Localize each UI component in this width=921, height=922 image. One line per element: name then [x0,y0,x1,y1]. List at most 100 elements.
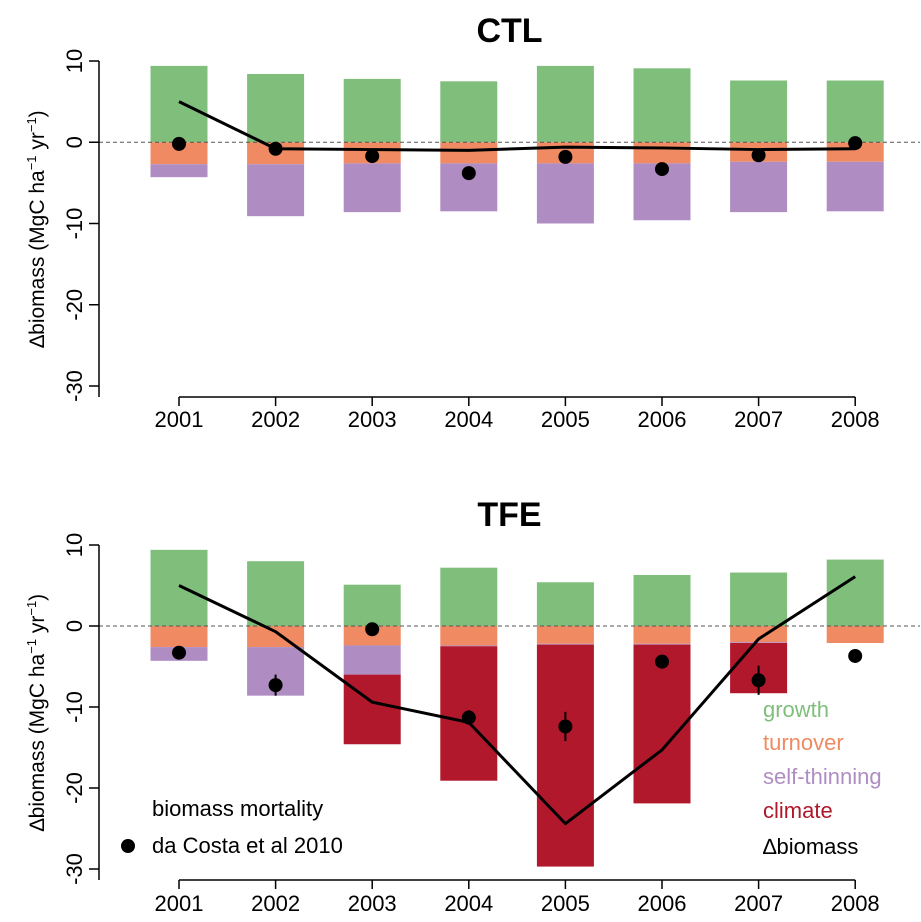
ctl-panel: CTL 10 0 -10 -20 -30 2001 2002 2003 2004 2005 2006 2… [24,12,920,432]
y-label-sup1: −1 [24,639,39,654]
x-tick-label: 2002 [251,891,300,916]
observed-point-2007 [751,673,766,688]
bar-growth-2004 [440,81,498,143]
x-tick-label: 2004 [444,891,493,916]
bar-turnover-2002 [247,626,305,648]
tfe-panel: TFE 10 0 -10 -20 -30 2001 2002 2003 2004 2005 2006 2… [24,496,920,916]
y-tick-label: -10 [62,691,87,723]
y-tick-label: 10 [62,533,87,557]
x-tick-label: 2001 [155,891,204,916]
observed-point-2003 [365,622,380,637]
bar-climate-2005 [536,644,594,867]
observed-point-2008 [848,136,863,151]
legend-item-selfthinning: self-thinning [763,764,882,789]
bar-turnover-2004 [440,626,498,646]
bar-self-thinning-2005 [536,643,594,645]
observed-point-2007 [751,148,766,163]
bar-growth-2008 [826,80,884,143]
observed-point-2006 [655,162,669,177]
bar-growth-2001 [150,549,208,626]
bar-growth-2003 [343,78,401,143]
y-tick-label: -30 [62,370,87,402]
y-label-suffix: ) [26,594,49,601]
x-tick-label: 2003 [348,407,397,432]
bar-turnover-2006 [633,626,691,644]
y-label-mid: yr [26,616,49,639]
y-label-prefix: ∆biomass (MgC ha [26,170,49,348]
y-tick-label: -20 [62,289,87,321]
bar-self-thinning-2003 [343,163,401,213]
y-label-suffix: ) [26,110,49,117]
bar-growth-2005 [536,65,594,143]
points-legend-line1: biomass mortality [152,796,323,821]
bar-turnover-2001 [150,142,208,165]
bar-self-thinning-2008 [826,161,884,212]
bar-growth-2004 [440,567,498,626]
legend-item-growth: growth [763,697,829,722]
y-tick-label: -20 [62,772,87,804]
bar-self-thinning-2005 [536,163,594,224]
legend-item-biomass: ∆biomass [763,834,858,859]
legend-item-climate: climate [763,798,833,823]
observed-point-2004 [461,710,476,725]
bar-growth-2006 [633,574,691,626]
x-tick-label: 2006 [638,407,687,432]
y-tick-label: 0 [62,136,87,148]
bar-growth-2006 [633,68,691,143]
observed-point-2006 [655,654,669,669]
y-label-sup1: −1 [24,155,39,170]
y-axis-label: ∆biomass (MgC ha−1 yr−1) [24,110,49,347]
y-tick-label: -30 [62,853,87,885]
observed-point-2001 [172,136,186,151]
observed-point-2005 [558,719,573,734]
delta-biomass-line [178,575,857,826]
bar-growth-2003 [343,584,401,626]
bar-growth-2005 [536,582,594,626]
bar-climate-2006 [633,644,691,804]
bar-turnover-2006 [633,142,691,164]
bar-self-thinning-2004 [440,645,498,647]
observed-point-2003 [365,149,380,164]
bar-self-thinning-2007 [730,161,788,213]
y-tick-label: -10 [62,208,87,240]
x-tick-label: 2008 [831,891,880,916]
x-tick-label: 2005 [541,891,590,916]
y-label-sup2: −1 [24,601,39,616]
observed-point-2002 [268,141,283,156]
y-label-sup2: −1 [24,117,39,132]
x-tick-label: 2007 [734,407,783,432]
y-axis-label: ∆biomass (MgC ha−1 yr−1) [24,594,49,831]
bar-turnover-2005 [536,626,594,644]
x-tick-label: 2006 [638,891,687,916]
bar-self-thinning-2007 [730,642,788,644]
bar-growth-2002 [247,74,305,143]
x-tick-label: 2005 [541,407,590,432]
bar-growth-2007 [730,572,788,626]
x-tick-label: 2008 [831,407,880,432]
x-tick-label: 2001 [155,407,204,432]
bar-turnover-2004 [440,142,498,164]
legend: growth turnover self-thinning climate ∆bioma… [121,697,882,859]
points-legend-marker [121,839,135,853]
points-legend-line2: da Costa et al 2010 [152,833,343,858]
bar-self-thinning-2002 [247,164,305,217]
chart-title: TFE [477,496,541,534]
observed-point-2005 [558,149,573,164]
observed-point-2004 [461,166,476,181]
y-tick-label: 10 [62,49,87,73]
observed-point-2008 [848,648,863,663]
x-tick-label: 2002 [251,407,300,432]
x-tick-label: 2007 [734,891,783,916]
observed-point-2002 [268,678,283,693]
bar-turnover-2008 [826,142,884,162]
bar-growth-2001 [150,65,208,143]
bar-growth-2002 [247,561,305,626]
bar-growth-2008 [826,559,884,626]
bar-climate-2003 [343,674,401,745]
bar-self-thinning-2001 [150,164,208,178]
y-label-prefix: ∆biomass (MgC ha [26,653,49,831]
bar-turnover-2001 [150,626,208,648]
bar-self-thinning-2006 [633,643,691,645]
bar-growth-2007 [730,80,788,143]
